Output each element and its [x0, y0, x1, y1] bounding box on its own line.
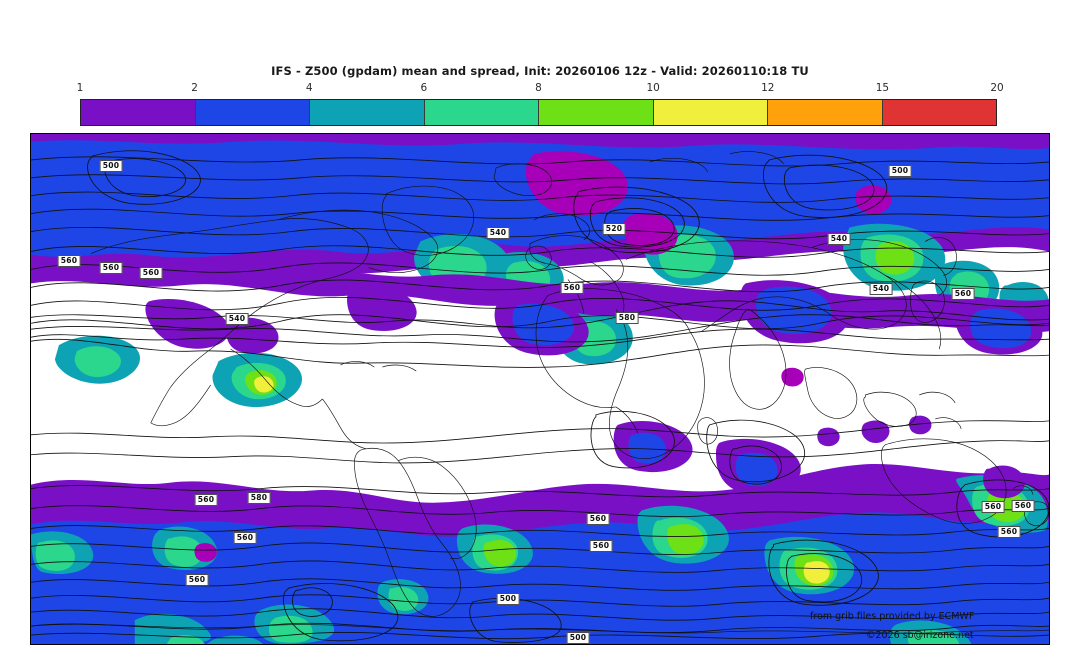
- colorbar-tick-1: 1: [76, 82, 84, 94]
- contour-label: 560: [139, 267, 163, 279]
- contour-label: 540: [827, 233, 851, 245]
- contour-label: 580: [615, 312, 639, 324]
- colorbar-tick-6: 6: [420, 82, 428, 94]
- contour-label: 500: [888, 165, 912, 177]
- colorbar-tick-labels: 1 2 4 6 8 10 12 15 20: [76, 82, 1004, 98]
- colorbar-container: 1 2 4 6 8 10 12 15 20: [77, 82, 1004, 126]
- colorbar-segment-8-10: [539, 100, 654, 125]
- contour-label: 560: [57, 255, 81, 267]
- colorbar-tick-10: 10: [646, 82, 660, 94]
- colorbar-tick-4: 4: [305, 82, 313, 94]
- contour-label: 540: [486, 227, 510, 239]
- contour-label: 560: [194, 494, 218, 506]
- contour-label: 500: [496, 593, 520, 605]
- contour-label: 560: [981, 501, 1005, 513]
- colorbar: [80, 99, 997, 126]
- contour-label: 560: [560, 282, 584, 294]
- contour-label: 540: [225, 313, 249, 325]
- colorbar-segment-12-15: [768, 100, 883, 125]
- contour-label: 560: [951, 288, 975, 300]
- spread-shading-northern: [31, 134, 1049, 408]
- map-frame[interactable]: 500 560 560 560 540 540 520 560 580 500 540 540 560 5…: [30, 133, 1050, 645]
- contour-label: 560: [1011, 500, 1035, 512]
- copyright-credit: ©2026 sb@irizone.net: [866, 630, 974, 641]
- data-source-credit: from grib files provided by ECMWF: [810, 611, 975, 622]
- contour-label: 560: [997, 526, 1021, 538]
- contour-label: 500: [99, 160, 123, 172]
- contour-label: 560: [586, 513, 610, 525]
- contour-label: 500: [566, 632, 590, 644]
- contour-label: 560: [233, 532, 257, 544]
- colorbar-segment-6-8: [424, 100, 539, 125]
- page-title: IFS - Z500 (gpdam) mean and spread, Init…: [271, 64, 809, 78]
- map-canvas: [31, 134, 1049, 644]
- coastlines: [31, 151, 1049, 634]
- contour-label: 540: [869, 283, 893, 295]
- colorbar-segment-4-6: [310, 100, 425, 125]
- colorbar-tick-8: 8: [535, 82, 542, 94]
- contour-label: 520: [602, 223, 626, 235]
- colorbar-segment-2-4: [195, 100, 310, 125]
- contour-label: 560: [185, 574, 209, 586]
- colorbar-segment-1-2: [81, 100, 196, 125]
- colorbar-tick-2: 2: [191, 82, 198, 94]
- spread-shading-southern: [31, 367, 1049, 644]
- colorbar-tick-12: 12: [761, 82, 775, 94]
- contour-label: 560: [99, 262, 123, 274]
- colorbar-tick-15: 15: [875, 82, 890, 94]
- colorbar-segment-10-12: [653, 100, 768, 125]
- contour-label: 560: [589, 540, 613, 552]
- colorbar-tick-20: 20: [990, 82, 1004, 94]
- colorbar-segment-15-20: [882, 100, 996, 125]
- contour-label: 580: [247, 492, 271, 504]
- height-contours: [31, 150, 1049, 643]
